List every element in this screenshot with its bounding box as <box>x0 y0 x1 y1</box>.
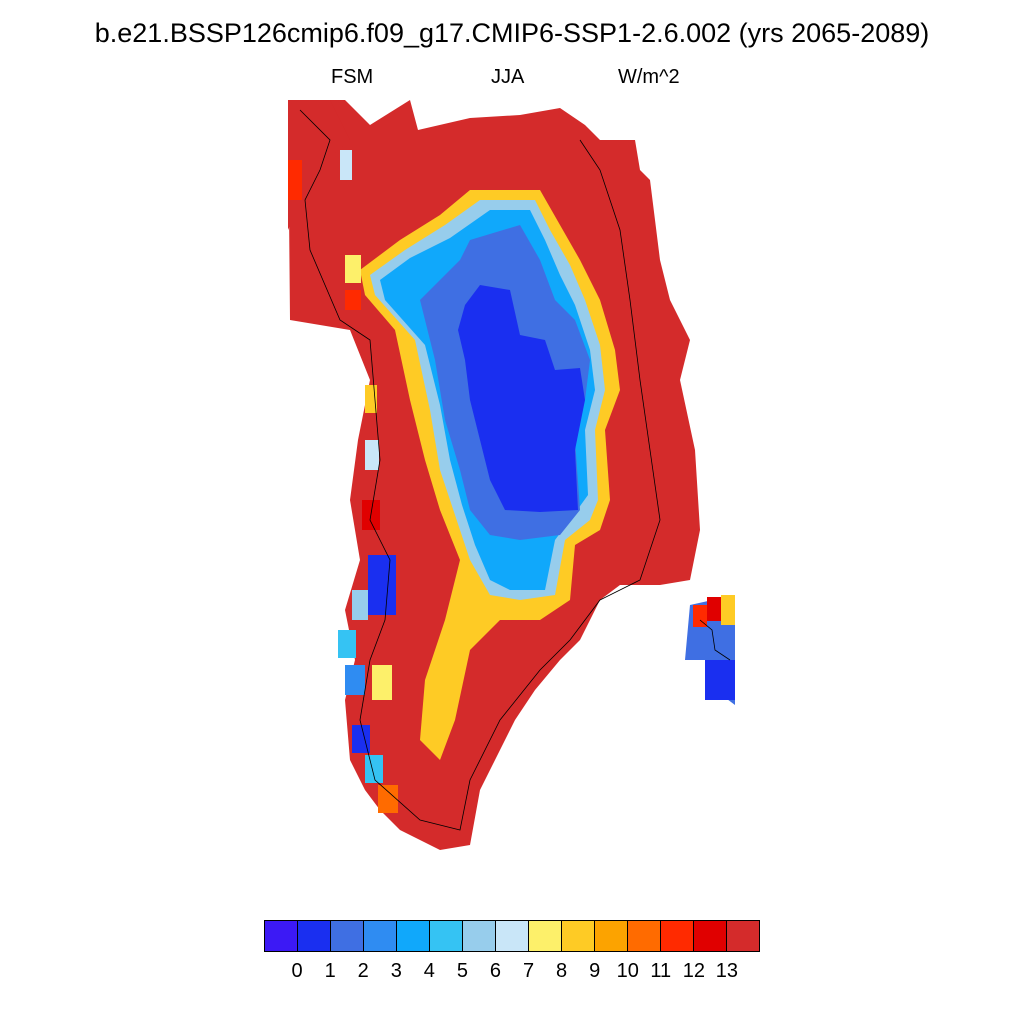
variable-label: FSM <box>331 66 374 88</box>
colorbar-swatch <box>265 921 298 951</box>
colorbar-tick-label: 9 <box>589 960 601 982</box>
map-cell <box>693 605 707 627</box>
map-region-low <box>458 285 585 512</box>
colorbar-swatch <box>463 921 496 951</box>
map-cell <box>368 555 396 615</box>
map-cell <box>345 255 361 283</box>
colorbar-swatch <box>628 921 661 951</box>
colorbar-swatch <box>595 921 628 951</box>
map-region-high-nw <box>288 100 350 230</box>
map-cell <box>338 630 356 658</box>
map-cell <box>378 785 398 813</box>
colorbar-tick-label: 1 <box>324 960 336 982</box>
colorbar-swatch <box>661 921 694 951</box>
colorbar-swatch <box>397 921 430 951</box>
colorbar-tick-label: 3 <box>390 960 402 982</box>
colorbar-tick-label: 11 <box>650 960 672 982</box>
map-cell <box>707 597 721 621</box>
colorbar-swatch <box>694 921 727 951</box>
colorbar-tick-label: 5 <box>456 960 468 982</box>
page-title: b.e21.BSSP126cmip6.f09_g17.CMIP6-SSP1-2.… <box>94 18 930 48</box>
map-cell <box>352 590 368 620</box>
colorbar-swatch <box>298 921 331 951</box>
coastline <box>699 619 731 661</box>
colorbar-tick-label: 6 <box>489 960 502 982</box>
map-cell <box>705 660 735 700</box>
colorbar-swatch <box>496 921 529 951</box>
map-cell <box>365 755 383 783</box>
coastline <box>299 109 661 831</box>
map-cell <box>372 665 392 700</box>
colorbar-swatch <box>430 921 463 951</box>
colorbar-tick-label: 8 <box>556 960 568 982</box>
colorbar-swatch <box>364 921 397 951</box>
map-cell <box>721 595 735 625</box>
colorbar-tick-label: 7 <box>522 960 535 982</box>
map-cell <box>345 290 361 310</box>
colorbar-tick-label: 12 <box>682 960 705 982</box>
colorbar-labels: 0 1 2 3 4 5 6 7 8 9 10 11 12 13 <box>0 960 1024 990</box>
colorbar-tick-label: 13 <box>715 960 739 982</box>
season-label: JJA <box>491 66 525 88</box>
map-cell <box>365 440 379 470</box>
colorbar-tick-label: 10 <box>616 960 639 982</box>
colorbar-tick-label: 4 <box>423 960 435 982</box>
colorbar-tick-label: 0 <box>291 960 303 982</box>
colorbar-tick-label: 2 <box>357 960 369 982</box>
map-cell <box>345 665 365 695</box>
units-label: W/m^2 <box>618 66 680 88</box>
colorbar-swatch <box>529 921 562 951</box>
map-cell <box>288 160 302 200</box>
colorbar-swatch <box>331 921 364 951</box>
map-cell <box>340 150 352 180</box>
colorbar <box>264 920 760 952</box>
colorbar-swatch <box>562 921 595 951</box>
map-cell <box>352 725 370 753</box>
colorbar-swatch <box>727 921 759 951</box>
